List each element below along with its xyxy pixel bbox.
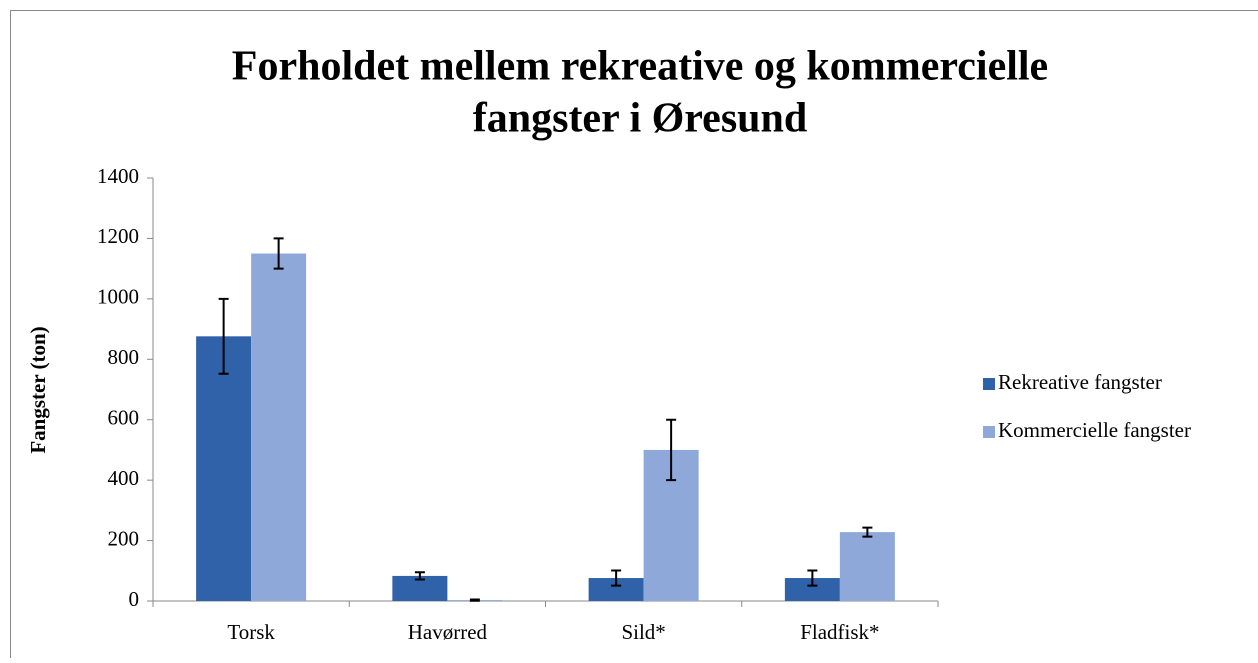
y-tick-label: 400 — [108, 466, 140, 490]
y-tick-label: 600 — [108, 406, 140, 430]
legend-label: Rekreative fangster — [998, 370, 1162, 394]
y-tick-label: 800 — [108, 345, 140, 369]
y-tick-label: 0 — [129, 587, 140, 611]
bar — [840, 532, 895, 601]
bar — [251, 254, 306, 601]
x-tick-label: Havørred — [408, 620, 488, 644]
error-bar — [470, 599, 480, 600]
legend-swatch — [983, 426, 995, 438]
legend-swatch — [983, 378, 995, 390]
x-tick-label: Torsk — [227, 620, 275, 644]
x-tick-label: Sild* — [621, 620, 665, 644]
y-tick-label: 1200 — [97, 224, 139, 248]
y-tick-label: 1400 — [97, 164, 139, 188]
y-tick-label: 1000 — [97, 285, 139, 309]
x-tick-label: Fladfisk* — [800, 620, 879, 644]
y-axis-label: Fangster (ton) — [26, 326, 50, 453]
chart-title: fangster i Øresund — [473, 96, 807, 142]
bar — [196, 336, 251, 601]
legend-label: Kommercielle fangster — [998, 418, 1191, 442]
chart-title: Forholdet mellem rekreative og kommercie… — [232, 44, 1048, 90]
y-tick-label: 200 — [108, 526, 140, 550]
